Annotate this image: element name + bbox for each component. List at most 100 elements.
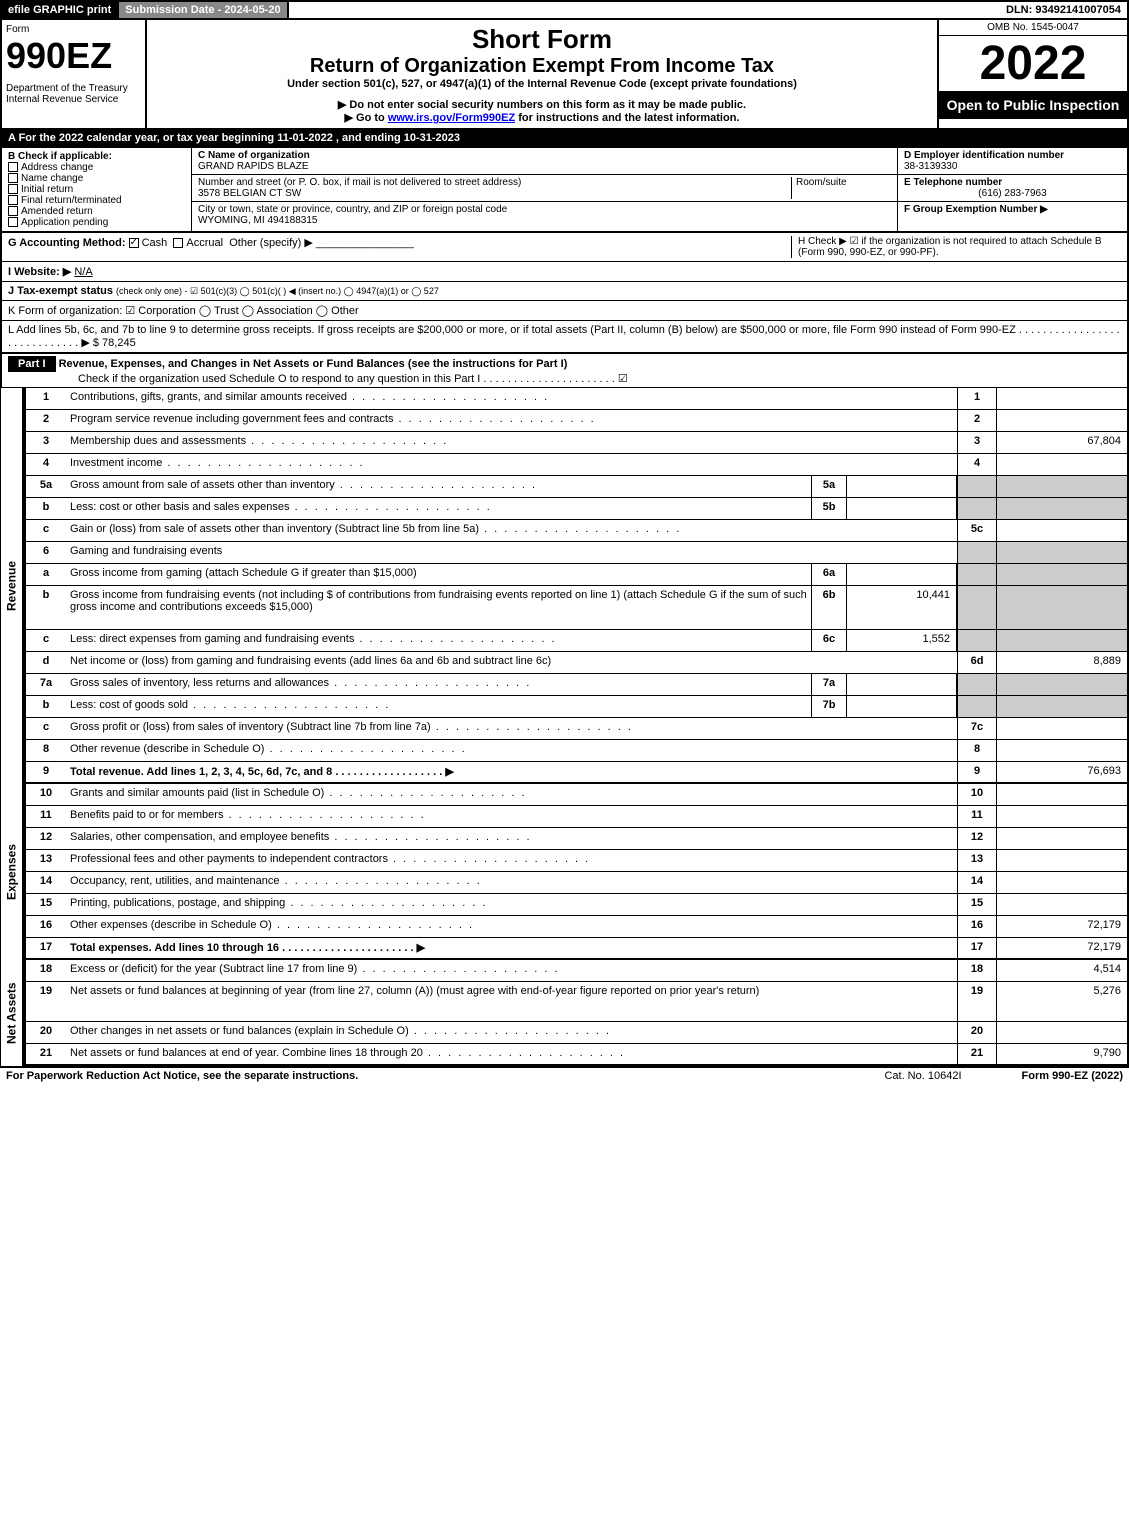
line-5b-value xyxy=(847,498,957,519)
line-9-desc: Total revenue. Add lines 1, 2, 3, 4, 5c,… xyxy=(66,762,957,782)
cb-initial-return[interactable]: Initial return xyxy=(8,184,185,195)
line-10-value xyxy=(997,784,1127,805)
line-8-desc: Other revenue (describe in Schedule O) xyxy=(66,740,957,761)
line-20-desc: Other changes in net assets or fund bala… xyxy=(66,1022,957,1043)
line-16-value: 72,179 xyxy=(997,916,1127,937)
line-20-value xyxy=(997,1022,1127,1043)
org-name: GRAND RAPIDS BLAZE xyxy=(198,161,891,172)
line-5c-value xyxy=(997,520,1127,541)
phone-label: E Telephone number xyxy=(904,177,1121,188)
line-6c-value: 1,552 xyxy=(847,630,957,651)
ein-value: 38-3139330 xyxy=(904,161,1121,172)
row-l-gross-receipts: L Add lines 5b, 6c, and 7b to line 9 to … xyxy=(0,321,1129,354)
line-12-desc: Salaries, other compensation, and employ… xyxy=(66,828,957,849)
line-19-value: 5,276 xyxy=(997,982,1127,1021)
part1-header-row: Part I Revenue, Expenses, and Changes in… xyxy=(0,354,1129,388)
line-13-value xyxy=(997,850,1127,871)
line-6c-desc: Less: direct expenses from gaming and fu… xyxy=(66,630,811,651)
pra-notice: For Paperwork Reduction Act Notice, see … xyxy=(6,1070,358,1082)
city-value: WYOMING, MI 494188315 xyxy=(198,215,891,226)
line-4-value xyxy=(997,454,1127,475)
phone-value: (616) 283-7963 xyxy=(904,188,1121,199)
under-section: Under section 501(c), 527, or 4947(a)(1)… xyxy=(151,78,933,90)
line-19-desc: Net assets or fund balances at beginning… xyxy=(66,982,957,1021)
org-info-grid: B Check if applicable: Address change Na… xyxy=(0,148,1129,233)
line-5b-desc: Less: cost or other basis and sales expe… xyxy=(66,498,811,519)
dept-treasury: Department of the Treasury xyxy=(6,83,141,94)
col-c-org: C Name of organization GRAND RAPIDS BLAZ… xyxy=(192,148,897,231)
line-18-desc: Excess or (deficit) for the year (Subtra… xyxy=(66,960,957,981)
expenses-side-label: Expenses xyxy=(0,784,24,960)
line-5c-desc: Gain or (loss) from sale of assets other… xyxy=(66,520,957,541)
cb-accrual[interactable] xyxy=(173,238,183,248)
form-ref: Form 990-EZ (2022) xyxy=(1022,1070,1123,1082)
col-b-checkboxes: B Check if applicable: Address change Na… xyxy=(2,148,192,231)
row-i-website: I Website: ▶ N/A xyxy=(0,262,1129,282)
ein-label: D Employer identification number xyxy=(904,150,1121,161)
line-7b-desc: Less: cost of goods sold xyxy=(66,696,811,717)
line-17-value: 72,179 xyxy=(997,938,1127,958)
line-13-desc: Professional fees and other payments to … xyxy=(66,850,957,871)
line-6a-value xyxy=(847,564,957,585)
efile-print-button[interactable]: efile GRAPHIC print xyxy=(2,2,119,18)
line-4-desc: Investment income xyxy=(66,454,957,475)
line-7c-value xyxy=(997,718,1127,739)
form-number: 990EZ xyxy=(6,35,141,77)
room-suite-label: Room/suite xyxy=(791,177,891,199)
line-3-value: 67,804 xyxy=(997,432,1127,453)
line-16-desc: Other expenses (describe in Schedule O) xyxy=(66,916,957,937)
city-label: City or town, state or province, country… xyxy=(198,204,891,215)
col-b-title: B Check if applicable: xyxy=(8,151,185,162)
irs-link[interactable]: www.irs.gov/Form990EZ xyxy=(388,112,515,124)
line-5a-desc: Gross amount from sale of assets other t… xyxy=(66,476,811,497)
line-2-value xyxy=(997,410,1127,431)
line-21-value: 9,790 xyxy=(997,1044,1127,1064)
cb-name-change[interactable]: Name change xyxy=(8,173,185,184)
cb-cash[interactable] xyxy=(129,238,139,248)
part1-label: Part I xyxy=(8,356,56,372)
line-7a-value xyxy=(847,674,957,695)
row-h-schedule-b: H Check ▶ ☑ if the organization is not r… xyxy=(791,236,1121,258)
accounting-method-label: G Accounting Method: xyxy=(8,237,126,249)
line-12-value xyxy=(997,828,1127,849)
line-14-desc: Occupancy, rent, utilities, and maintena… xyxy=(66,872,957,893)
dln: DLN: 93492141007054 xyxy=(1000,2,1127,18)
line-6-desc: Gaming and fundraising events xyxy=(66,542,957,563)
no-ssn-warning: ▶ Do not enter social security numbers o… xyxy=(151,98,933,111)
line-15-desc: Printing, publications, postage, and shi… xyxy=(66,894,957,915)
line-9-value: 76,693 xyxy=(997,762,1127,782)
form-header: Form 990EZ Department of the Treasury In… xyxy=(0,20,1129,128)
row-j-status: J Tax-exempt status (check only one) - ☑… xyxy=(0,282,1129,301)
website-value: N/A xyxy=(74,266,92,278)
line-5a-value xyxy=(847,476,957,497)
revenue-side-label: Revenue xyxy=(0,388,24,784)
line-6b-desc: Gross income from fundraising events (no… xyxy=(66,586,811,629)
line-11-value xyxy=(997,806,1127,827)
short-form-title: Short Form xyxy=(151,24,933,55)
open-to-public: Open to Public Inspection xyxy=(939,91,1127,119)
main-title: Return of Organization Exempt From Incom… xyxy=(151,55,933,78)
cb-final-return[interactable]: Final return/terminated xyxy=(8,195,185,206)
section-a-period: A For the 2022 calendar year, or tax yea… xyxy=(0,128,1129,148)
line-10-desc: Grants and similar amounts paid (list in… xyxy=(66,784,957,805)
cb-application-pending[interactable]: Application pending xyxy=(8,217,185,228)
gross-receipts-amount: 78,245 xyxy=(102,337,136,349)
line-6b-value: 10,441 xyxy=(847,586,957,629)
col-d-ids: D Employer identification number 38-3139… xyxy=(897,148,1127,231)
line-7c-desc: Gross profit or (loss) from sales of inv… xyxy=(66,718,957,739)
omb-number: OMB No. 1545-0047 xyxy=(939,20,1127,36)
line-18-value: 4,514 xyxy=(997,960,1127,981)
top-bar: efile GRAPHIC print Submission Date - 20… xyxy=(0,0,1129,20)
submission-date: Submission Date - 2024-05-20 xyxy=(119,2,288,18)
line-6d-value: 8,889 xyxy=(997,652,1127,673)
form-word: Form xyxy=(6,24,141,35)
line-1-desc: Contributions, gifts, grants, and simila… xyxy=(66,388,957,409)
line-11-desc: Benefits paid to or for members xyxy=(66,806,957,827)
cb-address-change[interactable]: Address change xyxy=(8,162,185,173)
cat-number: Cat. No. 10642I xyxy=(884,1070,961,1082)
line-14-value xyxy=(997,872,1127,893)
part1-check: Check if the organization used Schedule … xyxy=(78,373,628,385)
line-17-desc: Total expenses. Add lines 10 through 16 … xyxy=(66,938,957,958)
cb-amended-return[interactable]: Amended return xyxy=(8,206,185,217)
page-footer: For Paperwork Reduction Act Notice, see … xyxy=(0,1066,1129,1084)
